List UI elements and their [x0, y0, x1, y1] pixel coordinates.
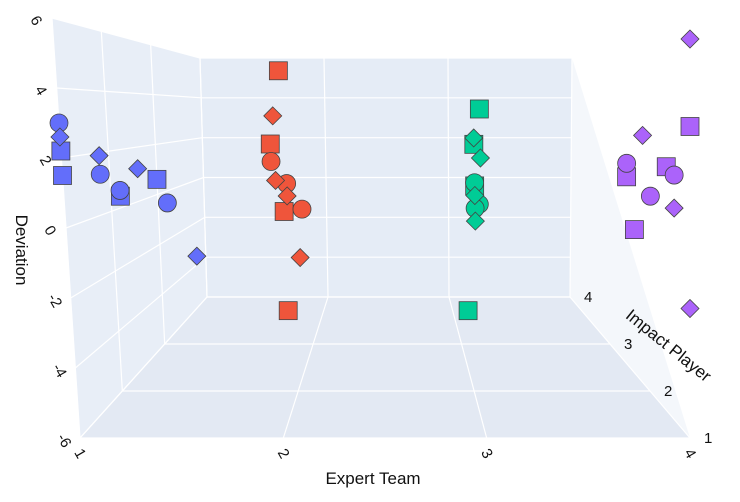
x-tick-label: 1 — [70, 446, 89, 462]
series-1-diamond-point[interactable] — [128, 159, 148, 179]
side-gridline-z — [79, 296, 208, 439]
data-marks — [49, 29, 700, 321]
series-4-diamond-point[interactable] — [680, 29, 700, 49]
series-2-square-point[interactable] — [260, 134, 280, 154]
floor-gridline-x — [569, 296, 691, 439]
series-1-square-point[interactable] — [53, 166, 72, 185]
z-tick-label: -6 — [53, 431, 74, 451]
floor-pane — [80, 297, 690, 438]
side-gridline-z — [51, 17, 201, 59]
floor-gridline-x — [448, 296, 488, 439]
series-1-circle-point[interactable] — [90, 164, 110, 184]
floor-gridline-x — [282, 296, 329, 439]
z-tick-label: 0 — [40, 223, 59, 239]
grid-lines — [51, 17, 691, 439]
y-tick-label: 4 — [584, 289, 592, 306]
y-tick-label: 1 — [704, 430, 712, 447]
series-1-diamond-point[interactable] — [187, 246, 207, 266]
side-gridline-z — [56, 87, 202, 99]
series-2-diamond-point[interactable] — [290, 247, 310, 268]
side-gridline-z — [70, 216, 205, 299]
series-4-circle-point[interactable] — [617, 153, 637, 173]
z-tick-label: 2 — [36, 153, 55, 169]
series-2-square-point[interactable] — [274, 202, 294, 221]
x-axis-title: Expert Team — [325, 469, 420, 488]
x-tick-label: 2 — [274, 446, 293, 462]
series-3-diamond-point[interactable] — [465, 211, 485, 231]
series-2-square-point[interactable] — [278, 301, 298, 321]
left-wall-pane — [52, 18, 207, 438]
side-gridline-z — [61, 137, 203, 159]
series-2-diamond-point[interactable] — [277, 186, 297, 206]
series-2-square-point[interactable] — [268, 61, 288, 81]
series-1-diamond-point[interactable] — [50, 127, 70, 147]
series-3-diamond-point[interactable] — [464, 128, 484, 148]
z-axis-title: Deviation — [12, 215, 31, 286]
series-2-diamond-point[interactable] — [265, 170, 286, 191]
y-tick-label: 2 — [664, 383, 672, 400]
series-1-square-point[interactable] — [147, 169, 167, 189]
series-1-circle-point[interactable] — [157, 193, 177, 213]
series-1-diamond-point[interactable] — [89, 146, 109, 166]
side-gridline-z — [65, 176, 204, 229]
series-2-circle-point[interactable] — [261, 152, 281, 171]
z-tick-label: 6 — [26, 13, 45, 29]
series-2-circle-point[interactable] — [292, 199, 312, 219]
side-gridline-z — [74, 256, 207, 369]
series-3-diamond-point[interactable] — [465, 185, 485, 206]
right-wall-pane — [570, 58, 690, 438]
series-4-circle-point[interactable] — [664, 165, 684, 185]
series-4-circle-point[interactable] — [640, 186, 660, 206]
x-tick-label: 4 — [680, 446, 699, 462]
series-4-square-point[interactable] — [624, 220, 644, 239]
series-3-diamond-point[interactable] — [470, 148, 491, 168]
series-3-square-point[interactable] — [469, 99, 489, 119]
series-3-square-point[interactable] — [458, 301, 478, 321]
series-4-diamond-point[interactable] — [633, 125, 653, 145]
z-tick-label: -4 — [49, 361, 70, 381]
z-tick-label: -2 — [44, 291, 65, 311]
series-4-diamond-point[interactable] — [680, 298, 700, 319]
series-1-circle-point[interactable] — [110, 181, 130, 200]
series-2-diamond-point[interactable] — [263, 106, 283, 126]
y-tick-label: 3 — [624, 336, 632, 353]
z-tick-label: 4 — [31, 83, 50, 99]
series-4-square-point[interactable] — [680, 117, 700, 136]
x-tick-label: 3 — [477, 446, 496, 462]
series-4-diamond-point[interactable] — [664, 198, 684, 218]
